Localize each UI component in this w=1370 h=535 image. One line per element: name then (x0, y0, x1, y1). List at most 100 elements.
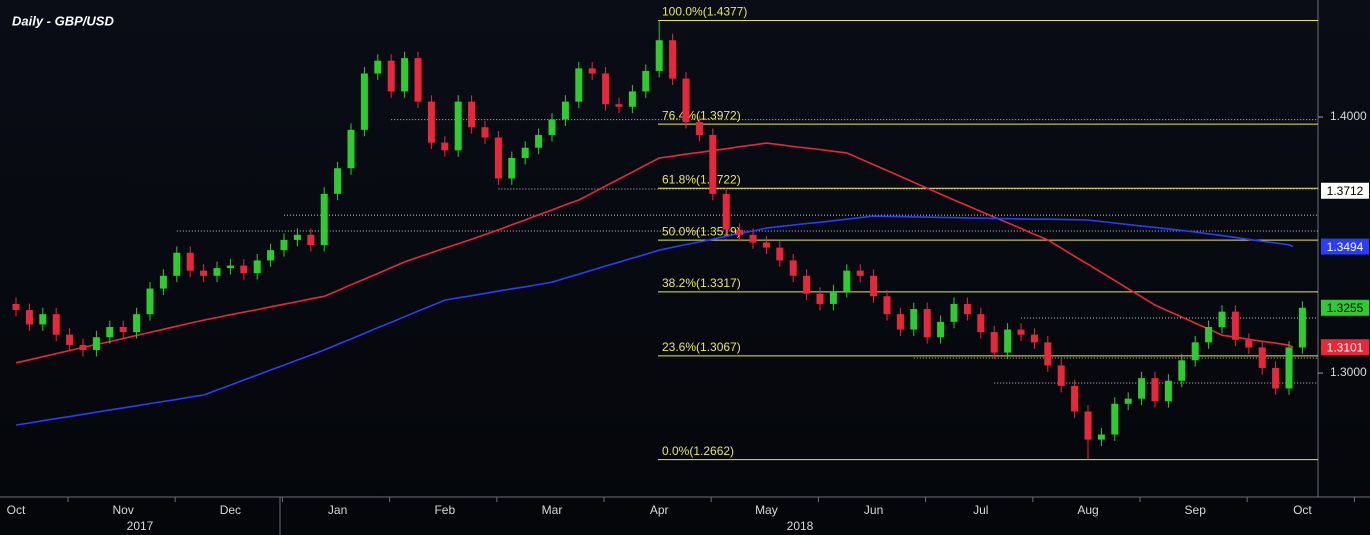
moving-average (15, 215, 1294, 426)
candle-body (749, 234, 757, 243)
candle-body (1004, 329, 1012, 353)
candle-body (25, 310, 33, 325)
candle-body (213, 268, 221, 276)
candle-body (642, 70, 650, 92)
fib-label: 50.0%(1.3519) (662, 224, 741, 238)
candle-body (548, 119, 556, 135)
candle-body (1285, 347, 1293, 389)
candle-body (843, 270, 851, 292)
x-tick-label: Feb (434, 503, 455, 517)
candle-body (669, 40, 677, 79)
candle-body (293, 234, 301, 240)
fib-label: 38.2%(1.3317) (662, 276, 741, 290)
candle-body (615, 104, 623, 107)
candle-body (1044, 342, 1052, 366)
candle-body (454, 101, 462, 151)
x-tick-label: Nov (113, 503, 134, 517)
price-tag (1321, 182, 1369, 199)
candle-body (66, 334, 74, 345)
candle-body (803, 275, 811, 294)
candle-body (133, 314, 141, 333)
candle-body (173, 252, 181, 276)
candle-body (521, 147, 529, 158)
candle-body (923, 309, 931, 338)
candle-body (588, 68, 596, 74)
candle-body (1084, 411, 1092, 440)
candle-body (12, 303, 20, 311)
candle-body (374, 60, 382, 74)
candle-body (401, 58, 409, 92)
x-tick-label: Dec (220, 503, 241, 517)
candle-body (159, 275, 167, 289)
fib-label: 76.4%(1.3972) (662, 108, 741, 122)
candle-body (39, 314, 47, 325)
candle-body (267, 250, 275, 261)
candle-body (427, 101, 435, 143)
candle-body (535, 134, 543, 148)
fib-label: 0.0%(1.2662) (662, 444, 734, 458)
fib-label: 100.0%(1.4377) (662, 5, 747, 19)
candle-body (1205, 326, 1213, 343)
candle-body (307, 234, 315, 246)
candle-body (226, 265, 234, 269)
candle-body (186, 252, 194, 271)
price-tag (1321, 339, 1369, 356)
candle-body (816, 293, 824, 304)
candle-body (1097, 434, 1105, 440)
x-tick-label: Mar (542, 503, 563, 517)
price-tag-label: 1.3494 (1327, 240, 1364, 254)
chart-title: Daily - GBP/USD (12, 13, 114, 28)
candle-body (240, 265, 248, 274)
candle-body (106, 326, 114, 338)
candle-body (602, 73, 610, 105)
candle-body (937, 321, 945, 338)
candle-body (990, 332, 998, 353)
candle-body (762, 242, 770, 248)
candle-body (1218, 311, 1226, 327)
candle-body (1245, 339, 1253, 348)
candle-body (575, 68, 583, 102)
candle-body (468, 101, 476, 128)
candle-body (789, 260, 797, 276)
candle-body (92, 337, 100, 351)
x-tick-label: Oct (7, 503, 26, 517)
moving-average (15, 142, 1294, 364)
candle-body (280, 239, 288, 251)
candle-body (736, 229, 744, 235)
price-tag-label: 1.3255 (1327, 301, 1364, 315)
candle-body (79, 344, 87, 351)
candle-body (856, 270, 864, 276)
candle-body (334, 168, 342, 194)
candle-body (963, 303, 971, 315)
x-tick-label: Jun (864, 503, 883, 517)
candle-body (441, 142, 449, 151)
candle-body (1258, 347, 1266, 368)
candle-body (1111, 403, 1119, 435)
candle-body (119, 326, 127, 333)
candle-body (870, 275, 878, 297)
price-tag-label: 1.3101 (1327, 340, 1364, 354)
candle-body (1164, 380, 1172, 402)
price-tag (1321, 299, 1369, 316)
year-label: 2018 (787, 519, 814, 533)
candle-body (883, 296, 891, 315)
candle-body (320, 193, 328, 246)
candle-body (1298, 307, 1306, 348)
x-tick-label: Oct (1293, 503, 1312, 517)
candle-body (1151, 378, 1159, 402)
candle-body (1017, 329, 1025, 335)
candle-body (709, 134, 717, 194)
candle-body (1272, 367, 1280, 389)
candle-body (950, 303, 958, 322)
candle-body (387, 60, 395, 92)
candle-body (1138, 378, 1146, 399)
candle-body (360, 73, 368, 130)
y-tick-label: 1.3000 (1330, 365, 1367, 379)
price-tag (1321, 238, 1369, 255)
candle-body (481, 127, 489, 138)
fib-label: 23.6%(1.3067) (662, 340, 741, 354)
candle-body (682, 78, 690, 123)
candle-body (494, 137, 502, 179)
x-tick-label: Aug (1077, 503, 1098, 517)
